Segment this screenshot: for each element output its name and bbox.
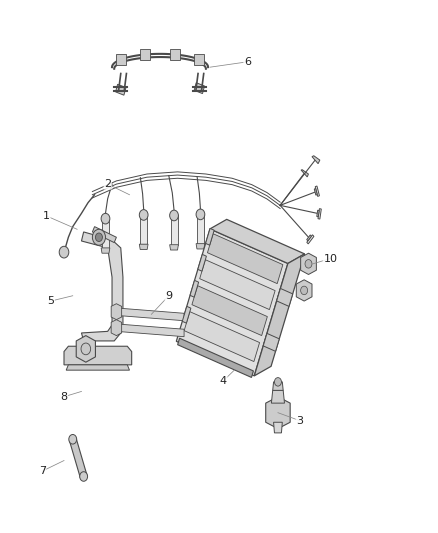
Circle shape — [305, 260, 312, 268]
Text: 9: 9 — [165, 290, 172, 301]
Polygon shape — [197, 214, 204, 244]
Polygon shape — [101, 248, 110, 253]
Circle shape — [101, 213, 110, 224]
Polygon shape — [263, 334, 279, 351]
Circle shape — [196, 209, 205, 220]
Polygon shape — [81, 232, 123, 341]
Polygon shape — [196, 244, 205, 249]
Polygon shape — [140, 215, 147, 244]
Polygon shape — [117, 324, 184, 337]
Polygon shape — [192, 286, 267, 336]
Polygon shape — [198, 254, 206, 271]
Circle shape — [139, 209, 148, 220]
Circle shape — [80, 472, 88, 481]
Circle shape — [300, 286, 307, 295]
Polygon shape — [76, 336, 95, 362]
Circle shape — [92, 229, 106, 245]
Polygon shape — [314, 189, 317, 195]
Polygon shape — [116, 54, 127, 64]
Polygon shape — [208, 234, 283, 284]
Polygon shape — [64, 346, 132, 365]
Polygon shape — [274, 422, 283, 433]
Polygon shape — [200, 260, 275, 310]
Polygon shape — [194, 54, 204, 64]
Polygon shape — [272, 390, 285, 403]
Circle shape — [170, 210, 178, 221]
Polygon shape — [184, 312, 260, 361]
Circle shape — [59, 246, 69, 258]
Polygon shape — [190, 280, 199, 297]
Polygon shape — [139, 244, 148, 249]
Circle shape — [275, 377, 282, 386]
Text: 7: 7 — [39, 466, 46, 476]
Polygon shape — [301, 169, 308, 177]
Polygon shape — [318, 208, 321, 219]
Text: 1: 1 — [43, 211, 50, 221]
Polygon shape — [170, 49, 180, 60]
Polygon shape — [266, 397, 290, 429]
Text: 4: 4 — [220, 376, 227, 386]
Polygon shape — [300, 253, 316, 274]
Polygon shape — [205, 229, 214, 245]
Polygon shape — [140, 49, 151, 60]
Polygon shape — [70, 438, 87, 478]
Polygon shape — [116, 84, 126, 95]
Polygon shape — [92, 227, 117, 243]
Text: 10: 10 — [323, 254, 337, 263]
Polygon shape — [273, 382, 283, 390]
Polygon shape — [178, 338, 254, 377]
Polygon shape — [254, 254, 305, 376]
Polygon shape — [102, 219, 109, 248]
Polygon shape — [296, 280, 312, 301]
Circle shape — [81, 343, 91, 355]
Polygon shape — [170, 215, 177, 245]
Text: 2: 2 — [104, 179, 111, 189]
Polygon shape — [307, 235, 314, 244]
Polygon shape — [177, 229, 288, 376]
Polygon shape — [307, 235, 311, 241]
Polygon shape — [170, 245, 178, 250]
Polygon shape — [182, 306, 191, 323]
Text: 3: 3 — [296, 416, 303, 426]
Polygon shape — [66, 365, 130, 370]
Text: 8: 8 — [60, 392, 67, 402]
Polygon shape — [117, 308, 184, 321]
Polygon shape — [277, 288, 293, 306]
Polygon shape — [194, 83, 205, 94]
Polygon shape — [317, 210, 319, 217]
Polygon shape — [210, 220, 305, 263]
Polygon shape — [111, 304, 122, 320]
Text: 5: 5 — [47, 296, 54, 306]
Circle shape — [95, 233, 102, 241]
Circle shape — [69, 434, 77, 444]
Polygon shape — [315, 186, 319, 197]
Text: 6: 6 — [244, 57, 251, 67]
Polygon shape — [111, 320, 122, 336]
Polygon shape — [312, 156, 320, 164]
